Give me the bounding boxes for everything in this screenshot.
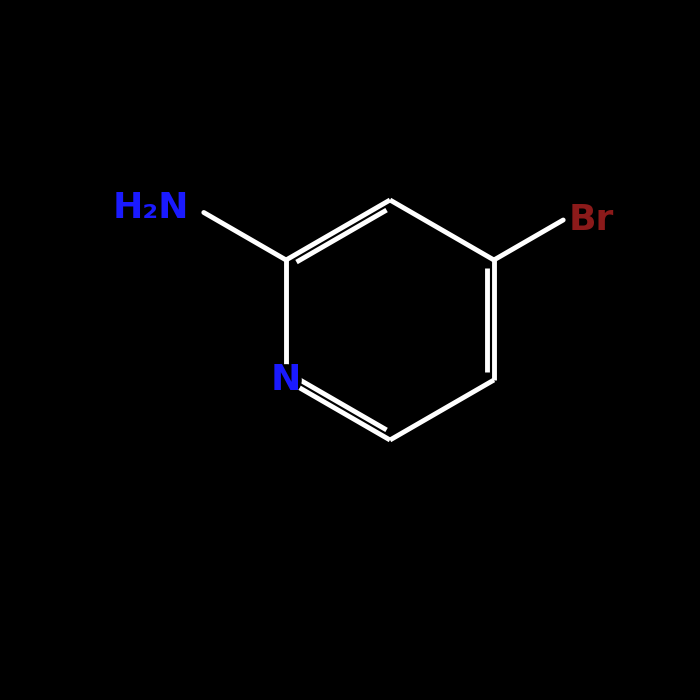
Text: N: N [271, 363, 301, 397]
Text: H₂N: H₂N [112, 190, 189, 225]
Circle shape [271, 365, 301, 395]
Text: Br: Br [568, 203, 614, 237]
